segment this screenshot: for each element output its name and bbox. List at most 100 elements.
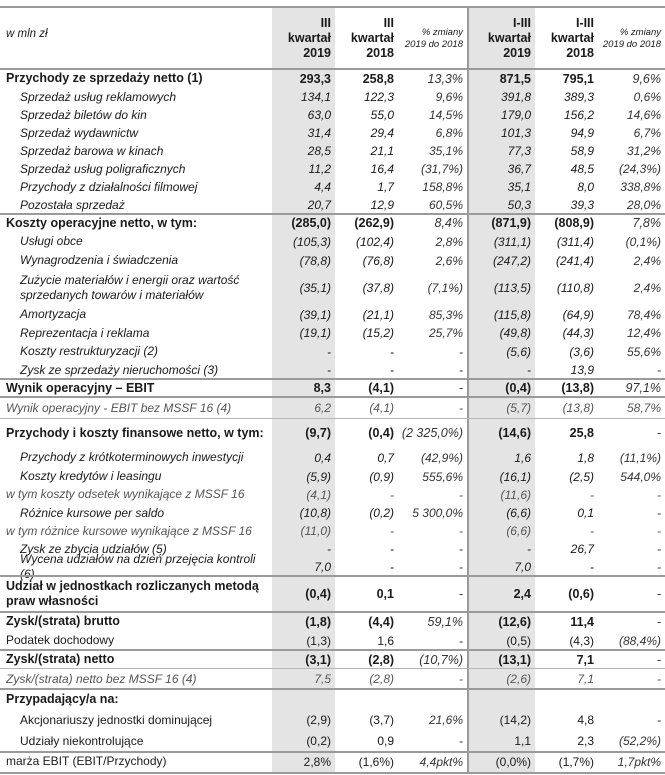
row-label: Koszty restrukturyzacji (2) bbox=[20, 344, 159, 358]
pct-change-cell: (31,7%) bbox=[420, 162, 463, 176]
pct-change-cell: - bbox=[458, 587, 463, 601]
pct-change-cell: - bbox=[459, 560, 463, 574]
pct-change-cell: 2,4% bbox=[633, 280, 661, 295]
row-label: Koszty kredytów i leasingu bbox=[20, 469, 162, 483]
value-cell: 8,3 bbox=[313, 381, 331, 395]
table-row: Zysk ze zbycia udziałów (5) - - - - 26,7 - bbox=[0, 540, 665, 558]
value-cell: 94,9 bbox=[570, 126, 594, 140]
value-cell: (0,4) bbox=[305, 587, 331, 601]
value-cell: 39,3 bbox=[570, 198, 594, 212]
row-label: Wynik operacyjny - EBIT bez MSSF 16 (4) bbox=[6, 400, 232, 415]
table-row: Zysk/(strata) brutto (1,8) (4,4) 59,1% (12,6… bbox=[0, 612, 665, 631]
value-cell: 55,0 bbox=[370, 108, 394, 122]
unit-label: w mln zł bbox=[6, 28, 48, 40]
value-cell: (13,8) bbox=[562, 401, 594, 415]
column-header-line: I-III bbox=[512, 16, 531, 30]
pct-change-cell: 5 300,0% bbox=[412, 506, 463, 520]
value-cell: 7,0 bbox=[514, 560, 531, 574]
value-cell: 0,7 bbox=[377, 450, 394, 465]
row-divider bbox=[0, 611, 665, 613]
column-header-line: % zmiany bbox=[421, 26, 463, 38]
column-header-line: 2019 do 2018 bbox=[404, 38, 463, 50]
pct-change-cell: (42,9%) bbox=[420, 450, 463, 465]
row-label: Przychody ze sprzedaży netto (1) bbox=[6, 71, 203, 85]
value-cell: 4,4 bbox=[314, 180, 331, 194]
value-cell: (15,2) bbox=[362, 326, 394, 340]
column-header-line: III bbox=[320, 16, 331, 30]
column-header-line: kwartał bbox=[550, 31, 594, 45]
value-cell: 58,9 bbox=[570, 144, 594, 158]
value-cell: (0,2) bbox=[306, 734, 331, 748]
value-cell: 2,8% bbox=[303, 754, 331, 769]
pct-change-cell: 21,6% bbox=[428, 713, 463, 727]
value-cell: (1,7%) bbox=[558, 754, 594, 769]
value-cell: (5,9) bbox=[306, 469, 331, 484]
value-cell: 1,6 bbox=[377, 633, 394, 648]
pct-change-cell: 55,6% bbox=[626, 344, 661, 359]
pct-change-cell: 544,0% bbox=[620, 469, 661, 484]
value-cell: (4,4) bbox=[368, 614, 394, 629]
value-cell: (49,8) bbox=[499, 326, 531, 340]
value-cell: 25,8 bbox=[569, 426, 594, 440]
pct-change-cell: - bbox=[657, 560, 661, 574]
value-cell: (105,3) bbox=[292, 234, 331, 249]
table-row: Koszty kredytów i leasingu (5,9) (0,9) 555,… bbox=[0, 468, 665, 485]
value-cell: 63,0 bbox=[307, 108, 331, 122]
value-cell: 36,7 bbox=[507, 162, 531, 176]
pct-change-cell: - bbox=[657, 542, 661, 556]
value-cell: 7,1 bbox=[577, 672, 594, 686]
column-header: III kwartał 2019 bbox=[272, 8, 335, 69]
row-divider bbox=[0, 418, 665, 419]
pct-change-cell: 14,6% bbox=[626, 108, 661, 122]
value-cell: (0,0%) bbox=[495, 754, 531, 769]
value-cell: (1,8) bbox=[305, 614, 331, 629]
value-cell: 2,3 bbox=[577, 734, 594, 748]
value-cell: 11,4 bbox=[570, 614, 594, 629]
value-cell: (0,4) bbox=[505, 381, 531, 395]
value-cell: (0,9) bbox=[369, 469, 394, 484]
value-cell: (5,6) bbox=[506, 344, 531, 359]
pct-change-cell: 2,8% bbox=[435, 234, 463, 249]
row-divider bbox=[0, 668, 665, 669]
value-cell: (2,9) bbox=[306, 713, 331, 727]
row-label: Przychody z krótkoterminowych inwestycji bbox=[20, 450, 244, 464]
value-cell: 7,0 bbox=[314, 560, 331, 574]
value-cell: 391,8 bbox=[500, 90, 531, 104]
pct-change-cell: - bbox=[656, 652, 661, 667]
pct-change-cell: 0,6% bbox=[633, 90, 661, 104]
value-cell: 7,5 bbox=[314, 672, 331, 686]
row-label: Zysk/(strata) netto bbox=[6, 652, 115, 666]
pct-change-cell: - bbox=[459, 363, 463, 377]
pct-change-cell: (52,2%) bbox=[618, 734, 661, 748]
pct-change-cell: (2 325,0%) bbox=[401, 426, 463, 440]
table-row: Zysk/(strata) netto (3,1) (2,8) (10,7%) (13,… bbox=[0, 650, 665, 669]
value-cell: - bbox=[590, 487, 594, 502]
column-header: I-III kwartał 2019 bbox=[469, 8, 535, 69]
value-cell: 77,3 bbox=[507, 144, 531, 158]
row-label: Wynagrodzenia i świadczenia bbox=[20, 253, 179, 267]
value-cell: 48,5 bbox=[570, 162, 594, 176]
table-row: Udziały niekontrolujące (0,2) 0,9 - 1,1 2,3 (5… bbox=[0, 730, 665, 752]
table-row: Koszty restrukturyzacji (2) - - - (5,6) (3,6)… bbox=[0, 342, 665, 361]
pct-change-cell: 8,4% bbox=[434, 216, 464, 230]
table-row: Sprzedaż barowa w kinach 28,5 21,1 35,1% 77,… bbox=[0, 142, 665, 160]
value-cell: (262,9) bbox=[354, 216, 394, 230]
row-label: Różnice kursowe per saldo bbox=[20, 505, 165, 520]
table-row: Przychody i koszty finansowe netto, w ty… bbox=[0, 419, 665, 447]
row-label: Zysk ze sprzedaży nieruchomości (3) bbox=[20, 362, 219, 377]
row-divider bbox=[0, 213, 665, 215]
value-cell: (78,8) bbox=[299, 253, 331, 268]
value-cell: (2,8) bbox=[368, 652, 394, 667]
column-header-line: 2018 bbox=[366, 46, 394, 60]
row-label: Reprezentacja i reklama bbox=[20, 325, 150, 340]
value-cell: (1,3) bbox=[306, 633, 331, 648]
value-cell: (3,6) bbox=[569, 344, 594, 359]
value-cell: 1,1 bbox=[514, 734, 531, 748]
value-cell: (2,5) bbox=[569, 469, 594, 484]
pct-change-cell: (11,1%) bbox=[619, 450, 661, 465]
value-cell: 0,1 bbox=[376, 587, 394, 601]
pct-change-cell: 60,5% bbox=[428, 198, 463, 212]
pct-change-cell: 1,7pkt% bbox=[617, 754, 661, 769]
value-cell: 7,1 bbox=[576, 652, 594, 667]
table-row: Wycena udziałów na dzień przejęcia kontr… bbox=[0, 552, 665, 581]
